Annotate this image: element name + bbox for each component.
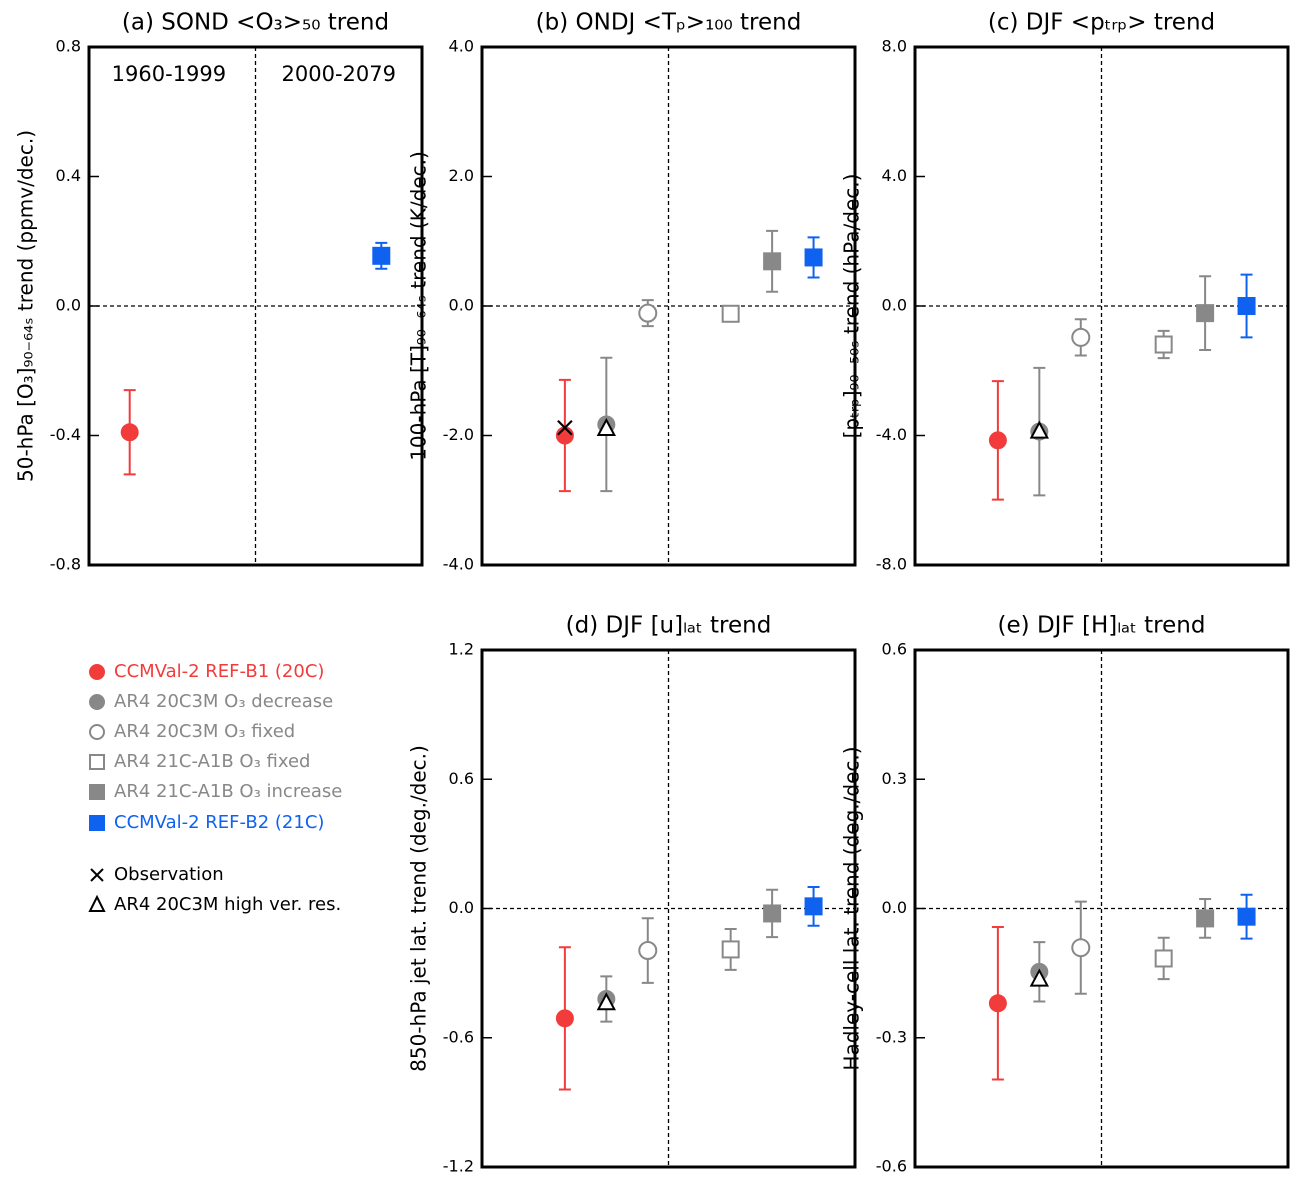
period-label: 2000-2079 [282, 62, 396, 86]
y-tick-label: 0.3 [882, 769, 907, 788]
panel: (c) DJF <pₜᵣₚ> trend [pₜᵣₚ]₉₀₋₅₀ₛ trend (… [840, 10, 1290, 574]
point [721, 304, 740, 323]
panel-title: (a) SOND <O₃>₅₀ trend [122, 10, 389, 36]
y-tick-label: 4.0 [449, 37, 474, 56]
point [120, 423, 139, 442]
legend-entry: AR4 20C3M O₃ decrease [89, 691, 333, 712]
y-tick-label: -0.3 [876, 1027, 907, 1046]
plot-frame [87, 45, 424, 567]
period-label: 1960-1999 [112, 62, 226, 86]
panel-title: (d) DJF [u]ₗₐₜ trend [566, 613, 772, 639]
legend-entry: AR4 20C3M O₃ fixed [89, 721, 295, 742]
legend-marker [89, 784, 105, 800]
y-tick-label: 0.0 [449, 296, 474, 315]
legend-entry: AR4 20C3M high ver. res. [88, 894, 341, 915]
y-axis-label: Hadley-cell lat. trend (deg./dec.) [840, 746, 864, 1070]
y-axis-label: 50-hPa [O₃]₉₀₋₆₄ₛ trend (ppmv/dec.) [14, 130, 38, 482]
y-tick-label: 0.0 [449, 898, 474, 917]
point [1237, 907, 1256, 926]
panel-title: (e) DJF [H]ₗₐₜ trend [998, 613, 1206, 639]
y-tick-label: 0.6 [882, 640, 907, 659]
y-tick-label: 0.0 [56, 296, 81, 315]
plot-frame [913, 648, 1290, 1169]
y-tick-label: 1.2 [449, 640, 474, 659]
y-tick-label: 2.0 [449, 166, 474, 185]
point [638, 303, 658, 323]
legend-marker [89, 815, 105, 831]
y-tick-label: 0.8 [56, 37, 81, 56]
point [557, 419, 573, 436]
point [596, 992, 616, 1011]
legend-label: AR4 20C3M high ver. res. [114, 894, 341, 915]
point [721, 940, 740, 959]
point [1154, 335, 1173, 354]
legend-label: Observation [114, 864, 224, 885]
panel: (a) SOND <O₃>₅₀ trend 50-hPa [O₃]₉₀₋₆₄ₛ t… [14, 10, 424, 574]
legend: CCMVal-2 REF-B1 (20C) AR4 20C3M O₃ decrea… [88, 661, 342, 915]
y-axis-label: 850-hPa jet lat. trend (deg./dec.) [407, 745, 431, 1072]
y-tick-label: -0.8 [50, 555, 81, 574]
point [988, 431, 1007, 450]
y-tick-label: -4.0 [876, 425, 907, 444]
panel: (e) DJF [H]ₗₐₜ trend Hadley-cell lat. tre… [840, 613, 1290, 1176]
point [804, 897, 823, 916]
legend-entry: AR4 21C-A1B O₃ increase [89, 781, 342, 802]
point [763, 904, 782, 923]
legend-marker [89, 694, 105, 710]
legend-marker [89, 724, 105, 740]
y-tick-label: -0.6 [876, 1157, 907, 1176]
legend-label: CCMVal-2 REF-B2 (21C) [114, 812, 324, 833]
panel: (b) ONDJ <Tₚ>₁₀₀ trend 100-hPa [T]₉₀₋₆₄ₛ … [407, 10, 857, 574]
legend-label: CCMVal-2 REF-B1 (20C) [114, 661, 324, 682]
legend-entry: Observation [90, 864, 224, 885]
point [763, 252, 782, 271]
point [555, 1009, 574, 1028]
legend-entry: AR4 21C-A1B O₃ fixed [89, 751, 310, 772]
point [1071, 938, 1091, 958]
y-tick-label: -2.0 [443, 425, 474, 444]
point [1154, 949, 1173, 968]
panel-title: (c) DJF <pₜᵣₚ> trend [988, 10, 1215, 36]
y-tick-label: -4.0 [443, 555, 474, 574]
y-tick-label: -0.4 [50, 425, 81, 444]
y-tick-label: 8.0 [882, 37, 907, 56]
panel-title: (b) ONDJ <Tₚ>₁₀₀ trend [536, 10, 802, 36]
legend-entry: CCMVal-2 REF-B2 (21C) [89, 812, 324, 833]
legend-marker [89, 664, 105, 680]
y-tick-label: 0.4 [56, 166, 81, 185]
y-tick-label: -1.2 [443, 1157, 474, 1176]
y-axis-label: [pₜᵣₚ]₉₀₋₅₀ₛ trend (hPa/dec.) [840, 174, 864, 439]
point [638, 941, 658, 961]
legend-label: AR4 20C3M O₃ decrease [114, 691, 333, 712]
point [1029, 968, 1049, 987]
point [1071, 327, 1091, 347]
legend-label: AR4 21C-A1B O₃ fixed [114, 751, 310, 772]
legend-marker [88, 894, 106, 912]
point [1029, 420, 1049, 439]
y-tick-label: 0.0 [882, 296, 907, 315]
point [1196, 909, 1215, 928]
plot-frame [913, 45, 1290, 567]
legend-marker [89, 754, 105, 770]
y-tick-label: 0.6 [449, 769, 474, 788]
y-tick-label: 0.0 [882, 898, 907, 917]
y-axis-label: 100-hPa [T]₉₀₋₆₄ₛ trend (K/dec.) [407, 151, 431, 461]
plot-frame [480, 45, 857, 567]
panel: (d) DJF [u]ₗₐₜ trend 850-hPa jet lat. tre… [407, 613, 857, 1176]
y-tick-label: -0.6 [443, 1027, 474, 1046]
point [372, 246, 391, 265]
y-tick-label: -8.0 [876, 555, 907, 574]
y-tick-label: 4.0 [882, 166, 907, 185]
legend-entry: CCMVal-2 REF-B1 (20C) [89, 661, 324, 682]
point [804, 248, 823, 267]
point [1237, 297, 1256, 315]
plot-frame [480, 648, 857, 1169]
legend-label: AR4 21C-A1B O₃ increase [114, 781, 342, 802]
point [1196, 304, 1215, 323]
point [988, 994, 1007, 1013]
point [596, 417, 616, 437]
legend-marker [90, 868, 104, 882]
legend-label: AR4 20C3M O₃ fixed [114, 721, 295, 742]
